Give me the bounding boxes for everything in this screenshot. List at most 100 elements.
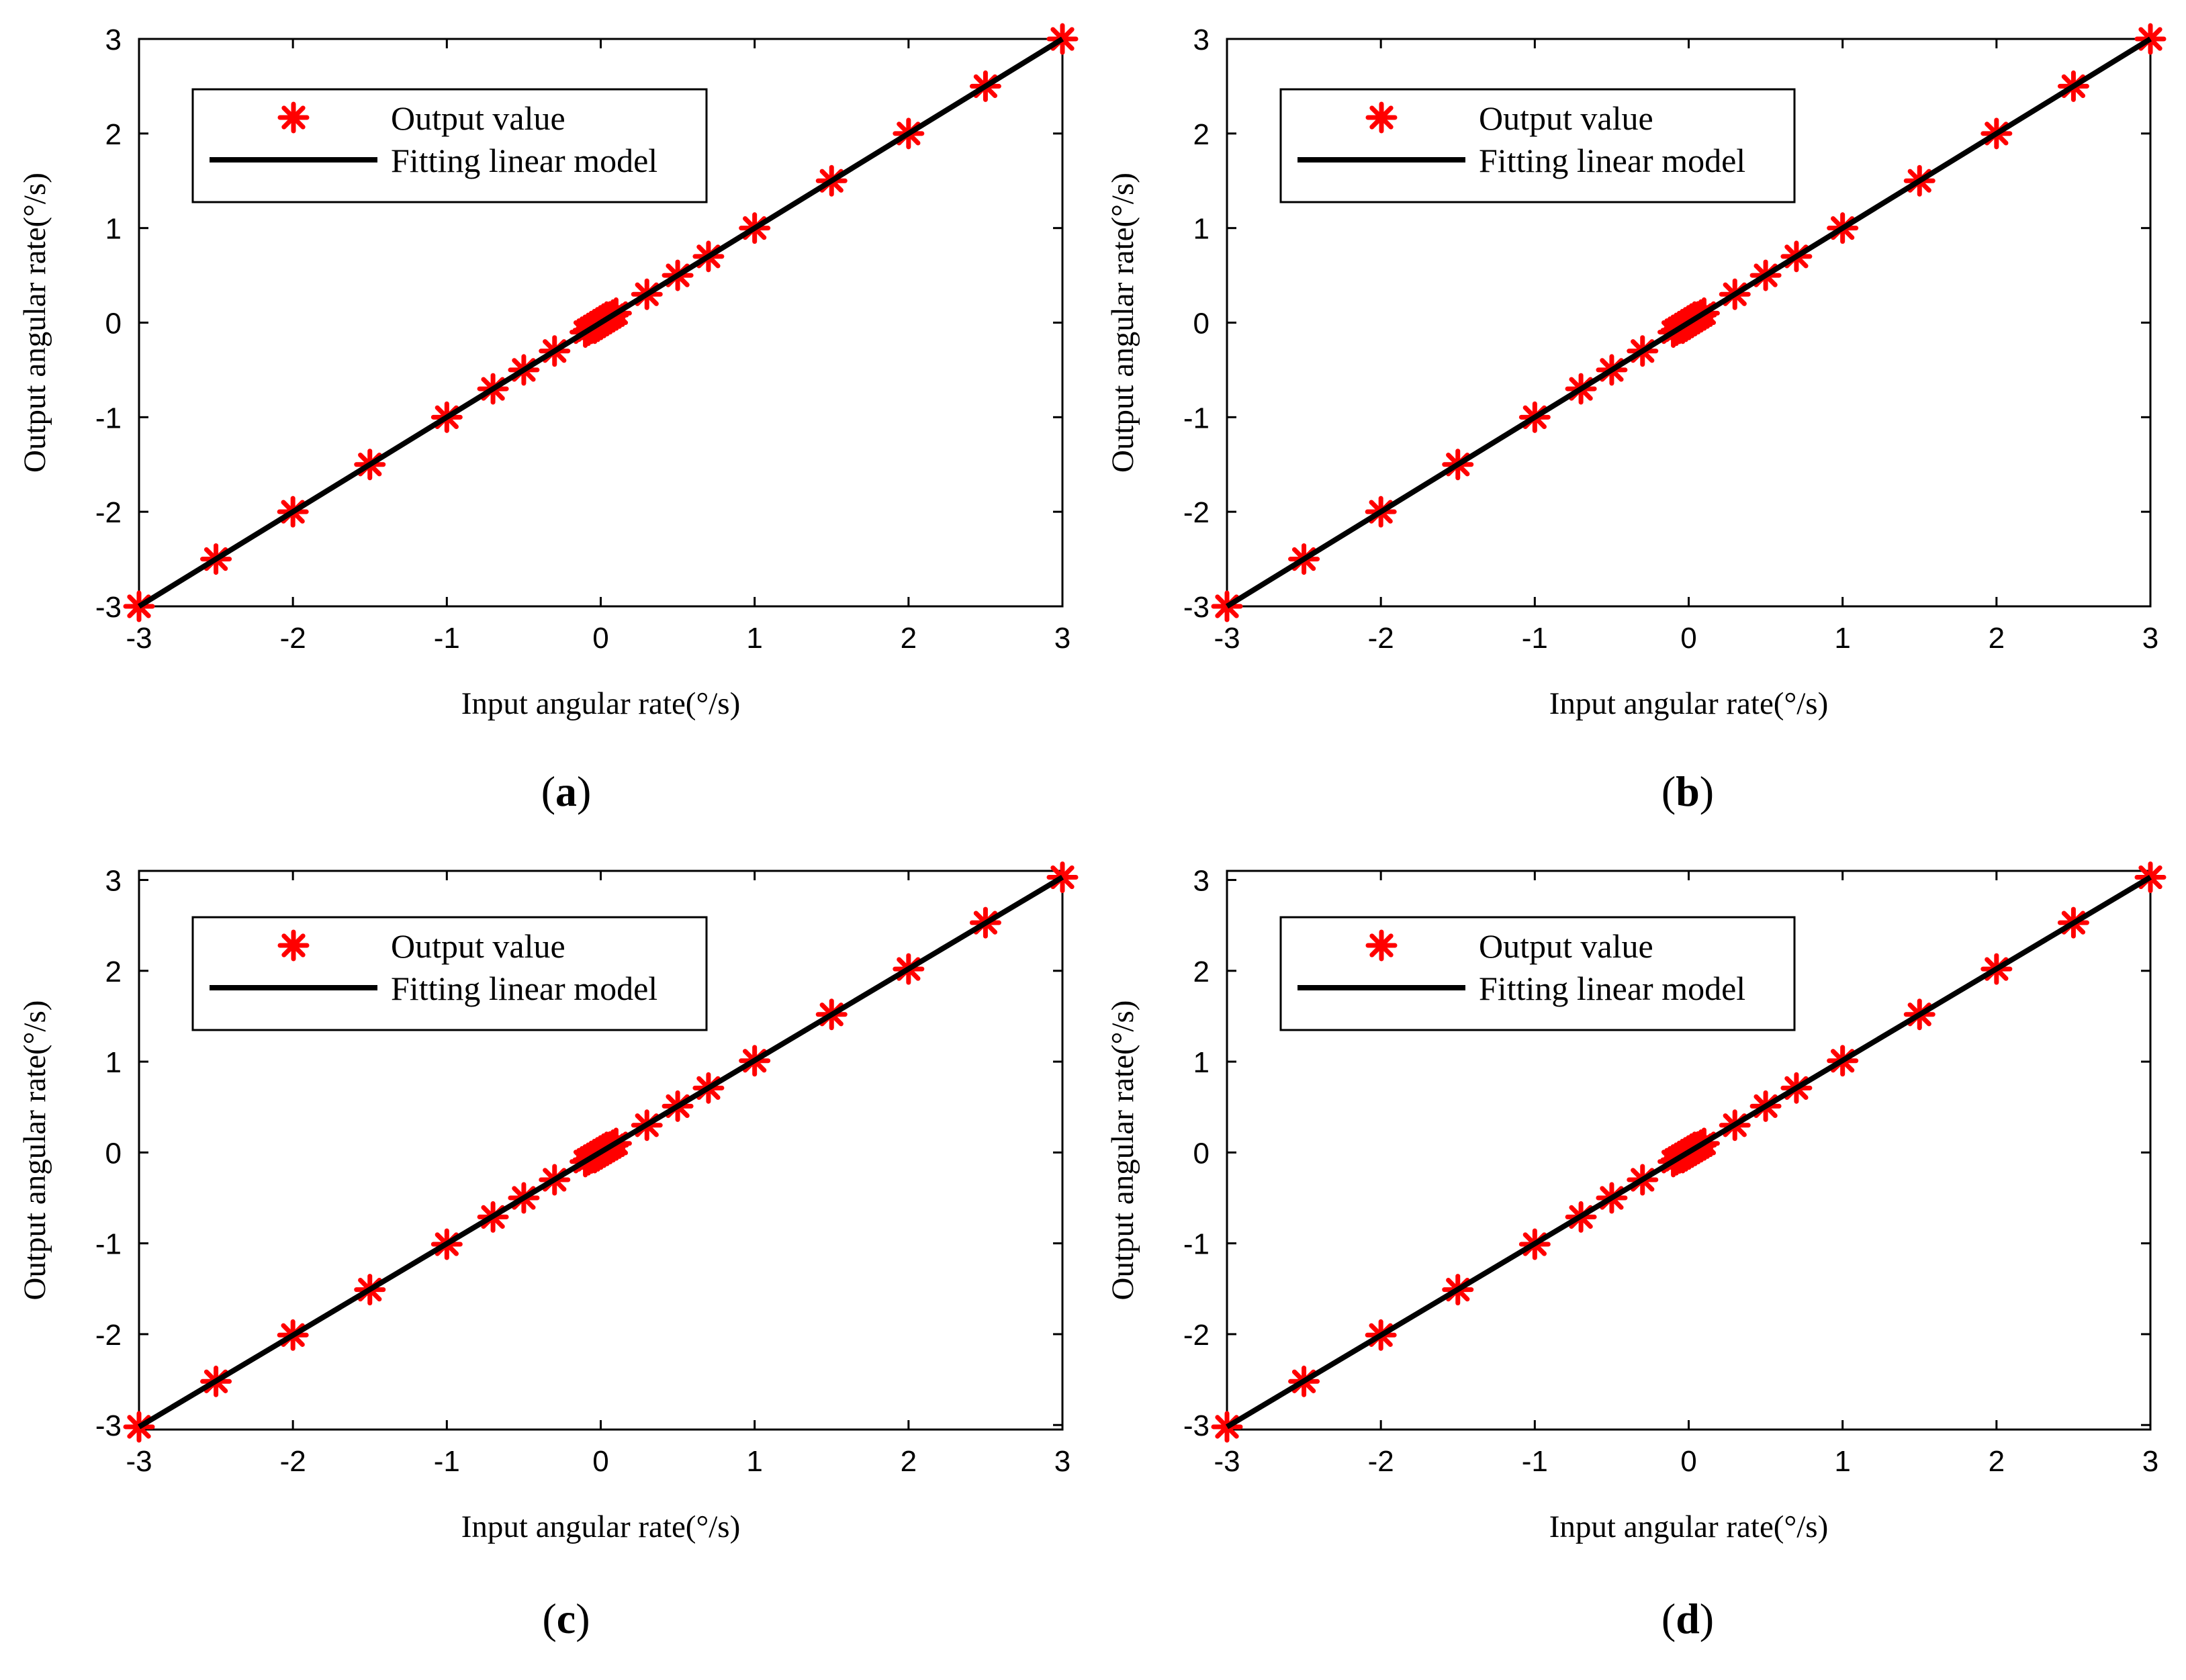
y-tick-label: 3 — [1193, 865, 1210, 898]
legend-box — [191, 916, 708, 1031]
legend-marker-swatch — [1365, 929, 1398, 962]
y-tick-label: -2 — [95, 1319, 122, 1352]
x-axis-title: Input angular rate(°/s) — [461, 686, 741, 721]
x-tick-label: -2 — [280, 622, 306, 655]
x-axis-title: Input angular rate(°/s) — [461, 1509, 741, 1544]
legend: Output value Fitting linear model — [1279, 916, 1796, 1031]
legend-label-fitting-linear-model: Fitting linear model — [391, 970, 657, 1007]
panel-caption: (b) — [1661, 767, 1714, 815]
x-tick-label: 0 — [1680, 622, 1696, 655]
x-tick-label: 3 — [2142, 1445, 2158, 1478]
y-tick-label: 1 — [1193, 1046, 1210, 1079]
y-tick-label: -3 — [95, 591, 122, 624]
panel-caption: (c) — [542, 1595, 590, 1642]
legend-box — [1279, 88, 1796, 203]
y-tick-label: 0 — [1193, 308, 1210, 340]
y-tick-label: 2 — [1193, 955, 1210, 988]
legend-marker-swatch — [277, 929, 310, 962]
legend-marker-swatch — [277, 101, 310, 134]
x-tick-label: 1 — [746, 1445, 762, 1478]
y-tick-label: -1 — [95, 1228, 122, 1261]
y-tick-label: -1 — [1183, 1228, 1210, 1261]
caption-letter: b — [1676, 767, 1700, 815]
fit-line — [137, 875, 1064, 1430]
y-tick-label: -3 — [1183, 591, 1210, 624]
caption-open-paren: ( — [542, 1595, 556, 1642]
y-tick-label: -2 — [1183, 1319, 1210, 1352]
y-axis-title: Output angular rate(°/s) — [1105, 173, 1140, 473]
fit-line — [1225, 875, 2152, 1430]
caption-close-paren: ) — [577, 767, 591, 815]
x-tick-label: -1 — [1522, 622, 1548, 655]
x-tick-label: -3 — [126, 1445, 152, 1478]
x-tick-label: 1 — [1834, 622, 1850, 655]
legend-label-output-value: Output value — [391, 927, 565, 965]
y-tick-label: -2 — [1183, 496, 1210, 529]
legend-label-output-value: Output value — [391, 99, 565, 137]
y-tick-label: 3 — [105, 24, 122, 56]
y-tick-label: 0 — [105, 1137, 122, 1170]
y-tick-label: 2 — [105, 955, 122, 988]
y-tick-label: -1 — [95, 402, 122, 434]
legend: Output value Fitting linear model — [1279, 88, 1796, 203]
fit-line — [137, 36, 1064, 609]
legend-box — [1279, 916, 1796, 1031]
caption-close-paren: ) — [1700, 767, 1714, 815]
y-tick-label: 2 — [105, 118, 122, 151]
caption-letter: a — [555, 767, 577, 815]
y-tick-label: -2 — [95, 496, 122, 529]
legend-label-fitting-linear-model: Fitting linear model — [1479, 142, 1745, 179]
y-tick-label: 1 — [105, 1046, 122, 1079]
legend-box — [191, 88, 708, 203]
y-tick-label: 3 — [1193, 24, 1210, 56]
x-tick-label: 2 — [901, 622, 917, 655]
legend-label-output-value: Output value — [1479, 927, 1653, 965]
x-tick-label: 1 — [746, 622, 762, 655]
x-tick-label: -3 — [126, 622, 152, 655]
y-tick-label: 1 — [105, 213, 122, 246]
legend-label-fitting-linear-model: Fitting linear model — [391, 142, 657, 179]
x-axis-title: Input angular rate(°/s) — [1549, 1509, 1829, 1544]
caption-open-paren: ( — [1661, 767, 1676, 815]
x-tick-label: 0 — [592, 1445, 608, 1478]
x-tick-label: 1 — [1834, 1445, 1850, 1478]
x-tick-label: -3 — [1214, 622, 1240, 655]
y-tick-label: -3 — [1183, 1409, 1210, 1442]
legend: Output value Fitting linear model — [191, 88, 708, 203]
x-tick-label: -1 — [1522, 1445, 1548, 1478]
caption-close-paren: ) — [1700, 1595, 1714, 1642]
panel-c: -3 -2 -1 0 1 2 3 -3 -2 -1 0 1 2 3 Input angular rate(°… — [17, 861, 1079, 1642]
fit-line — [1225, 36, 2152, 609]
legend: Output value Fitting linear model — [191, 916, 708, 1031]
panel-caption: (a) — [541, 767, 592, 815]
panel-d: -3 -2 -1 0 1 2 3 -3 -2 -1 0 1 2 3 Input angular rate(°… — [1105, 861, 2167, 1642]
y-tick-label: 1 — [1193, 213, 1210, 246]
y-tick-label: -3 — [95, 1409, 122, 1442]
x-tick-label: 2 — [901, 1445, 917, 1478]
panel-a: -3 -2 -1 0 1 2 3 -3 -2 -1 0 1 2 3 Input angular rate(°… — [17, 23, 1079, 815]
y-axis-title: Output angular rate(°/s) — [17, 173, 52, 473]
legend-label-output-value: Output value — [1479, 99, 1653, 137]
x-tick-label: -2 — [1368, 622, 1394, 655]
caption-letter: c — [557, 1595, 576, 1642]
x-axis-title: Input angular rate(°/s) — [1549, 686, 1829, 721]
x-tick-label: 0 — [1680, 1445, 1696, 1478]
y-axis-title: Output angular rate(°/s) — [17, 1000, 52, 1301]
y-tick-label: -1 — [1183, 402, 1210, 434]
caption-open-paren: ( — [1661, 1595, 1676, 1642]
panel-caption: (d) — [1661, 1595, 1714, 1642]
x-tick-label: 3 — [1054, 1445, 1071, 1478]
caption-open-paren: ( — [541, 767, 555, 815]
legend-marker-swatch — [1365, 101, 1398, 134]
x-tick-label: 3 — [1054, 622, 1071, 655]
x-tick-label: -1 — [434, 1445, 460, 1478]
x-tick-label: -1 — [434, 622, 460, 655]
x-tick-label: -2 — [280, 1445, 306, 1478]
x-tick-label: 3 — [2142, 622, 2158, 655]
x-tick-label: 0 — [592, 622, 608, 655]
y-tick-label: 2 — [1193, 118, 1210, 151]
y-tick-label: 0 — [1193, 1137, 1210, 1170]
x-tick-label: -2 — [1368, 1445, 1394, 1478]
legend-label-fitting-linear-model: Fitting linear model — [1479, 970, 1745, 1007]
